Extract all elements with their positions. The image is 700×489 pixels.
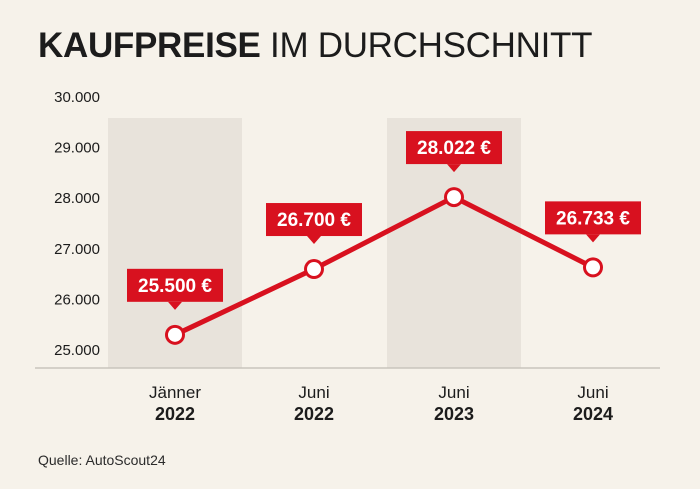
data-label-text: 26.733 € xyxy=(556,208,630,229)
data-label: 25.500 € xyxy=(127,268,223,310)
data-label-pointer xyxy=(586,234,600,243)
chart-title-light: IM DURCHSCHNITT xyxy=(270,26,593,65)
data-label: 26.733 € xyxy=(545,201,641,243)
data-label: 28.022 € xyxy=(406,131,502,173)
x-tick-year: 2023 xyxy=(434,404,474,424)
data-label-pointer xyxy=(447,164,461,173)
data-label: 26.700 € xyxy=(266,203,362,245)
data-point-inner xyxy=(168,327,182,342)
x-tick-label: Juni xyxy=(577,383,608,402)
data-label-text: 25.500 € xyxy=(138,276,212,297)
data-point-inner xyxy=(307,262,321,277)
x-tick-label: Juni xyxy=(438,383,469,402)
chart-title-bold: KAUFPREISE xyxy=(38,26,261,65)
data-label-box xyxy=(127,268,223,302)
x-tick-year: 2024 xyxy=(573,404,613,424)
y-tick-label: 25.000 xyxy=(54,342,100,359)
source-note: Quelle: AutoScout24 xyxy=(38,452,166,468)
x-tick-label: Juni xyxy=(298,383,329,402)
x-tick-year: 2022 xyxy=(155,404,195,424)
data-point-inner xyxy=(447,190,461,205)
x-axis-ticks: Jänner 2022 Juni 2022 Juni 2023 Juni 2024 xyxy=(149,383,613,424)
y-axis-ticks: 30.000 29.000 28.000 27.000 26.000 25.000 xyxy=(54,89,100,359)
data-label-pointer xyxy=(307,236,321,245)
data-labels: 25.500 € 26.700 € 28.022 € 26.733 € xyxy=(127,131,641,310)
data-label-box xyxy=(545,201,641,235)
data-points xyxy=(165,187,603,345)
data-label-box xyxy=(406,131,502,165)
y-tick-label: 26.000 xyxy=(54,291,100,308)
y-tick-label: 27.000 xyxy=(54,241,100,258)
y-tick-label: 29.000 xyxy=(54,140,100,157)
chart-title: KAUFPREISE IM DURCHSCHNITT xyxy=(38,28,592,63)
data-point-inner xyxy=(586,260,600,275)
y-tick-label: 28.000 xyxy=(54,190,100,207)
data-label-pointer xyxy=(168,301,182,310)
data-label-box xyxy=(266,203,362,237)
x-tick-year: 2022 xyxy=(294,404,334,424)
x-tick-label: Jänner xyxy=(149,383,201,402)
data-label-text: 26.700 € xyxy=(277,210,351,231)
data-label-text: 28.022 € xyxy=(417,138,491,159)
y-tick-label: 30.000 xyxy=(54,89,100,106)
series-line xyxy=(172,194,596,338)
